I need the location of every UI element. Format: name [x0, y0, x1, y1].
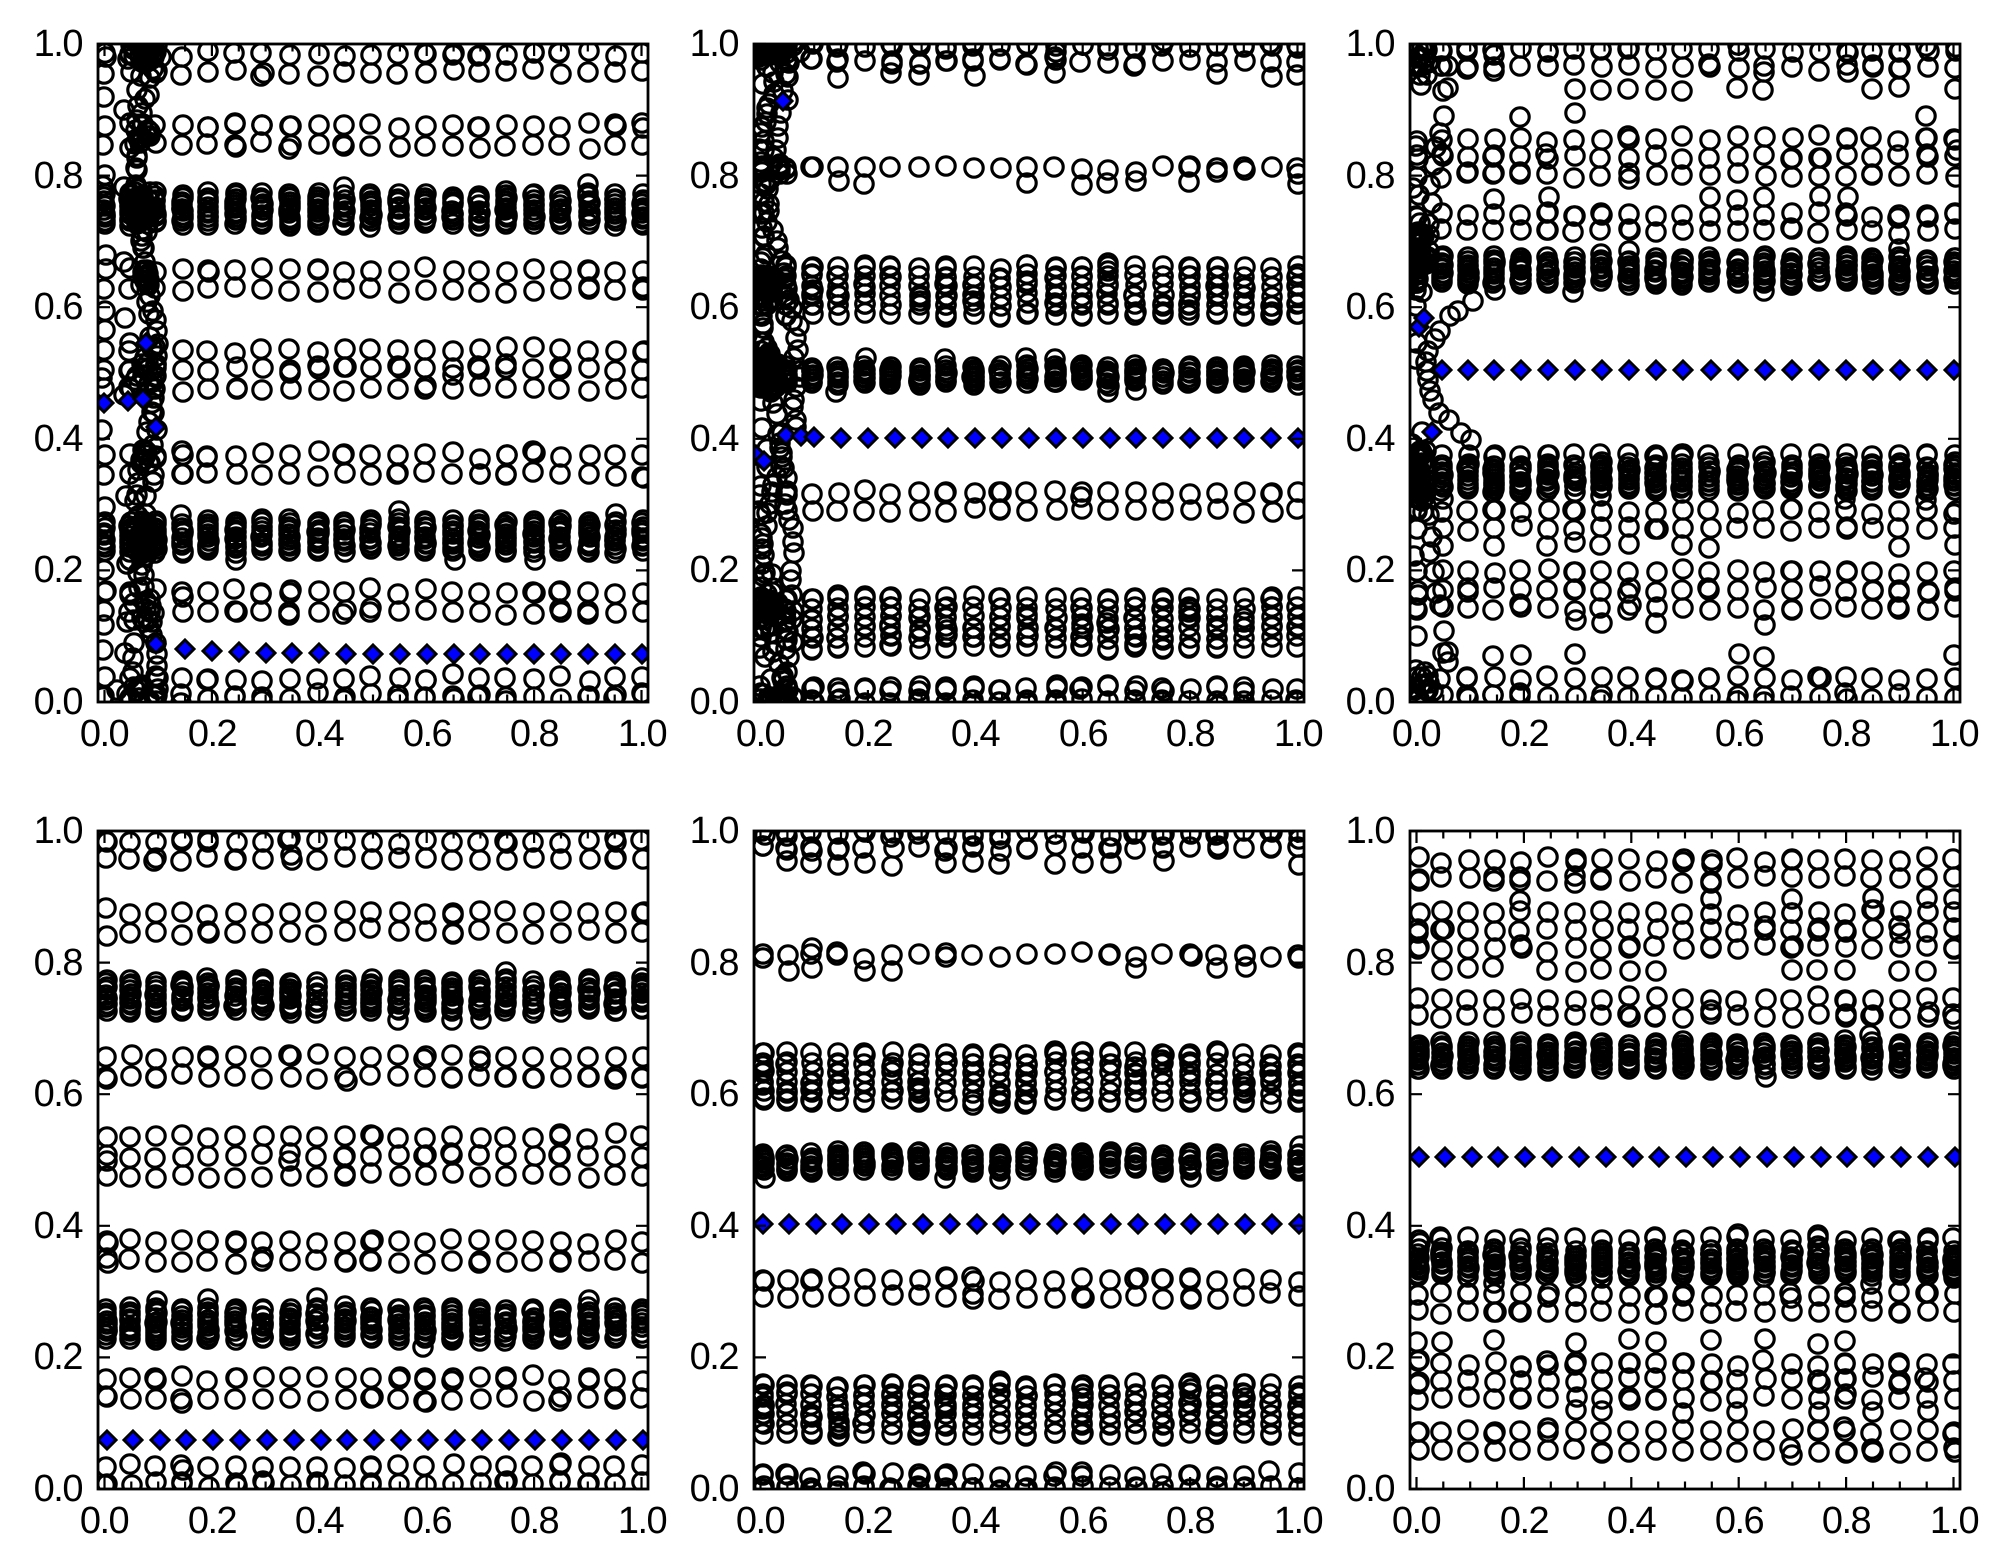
svg-text:0.8: 0.8	[1822, 1500, 1871, 1542]
svg-text:0.6: 0.6	[690, 286, 739, 328]
svg-text:0.4: 0.4	[34, 418, 84, 460]
svg-text:0.6: 0.6	[1346, 1073, 1395, 1115]
svg-text:0.8: 0.8	[1346, 942, 1395, 984]
svg-text:0.6: 0.6	[1715, 713, 1764, 755]
svg-text:0.8: 0.8	[1822, 713, 1871, 755]
svg-text:0.0: 0.0	[1346, 1468, 1395, 1510]
svg-text:0.0: 0.0	[736, 1500, 785, 1542]
svg-text:1.0: 1.0	[1346, 23, 1395, 65]
svg-text:0.4: 0.4	[1346, 418, 1396, 460]
svg-text:0.6: 0.6	[34, 1073, 83, 1115]
svg-text:0.2: 0.2	[34, 1336, 83, 1378]
svg-text:0.0: 0.0	[1346, 681, 1395, 723]
svg-text:1.0: 1.0	[1346, 810, 1395, 852]
svg-text:0.4: 0.4	[295, 1500, 345, 1542]
svg-text:1.0: 1.0	[1274, 1500, 1323, 1542]
svg-text:0.6: 0.6	[1059, 1500, 1108, 1542]
svg-text:0.8: 0.8	[690, 155, 739, 197]
svg-text:0.2: 0.2	[1346, 1336, 1395, 1378]
svg-text:0.8: 0.8	[690, 942, 739, 984]
svg-text:0.4: 0.4	[34, 1205, 84, 1247]
svg-text:0.4: 0.4	[690, 418, 740, 460]
svg-text:1.0: 1.0	[618, 1500, 667, 1542]
svg-text:0.2: 0.2	[690, 549, 739, 591]
svg-text:0.6: 0.6	[690, 1073, 739, 1115]
svg-text:0.6: 0.6	[1715, 1500, 1764, 1542]
svg-text:0.0: 0.0	[80, 1500, 129, 1542]
svg-text:0.0: 0.0	[80, 713, 129, 755]
svg-text:1.0: 1.0	[1930, 713, 1979, 755]
svg-text:1.0: 1.0	[1930, 1500, 1979, 1542]
svg-text:0.2: 0.2	[1346, 549, 1395, 591]
svg-text:0.8: 0.8	[34, 155, 83, 197]
svg-text:0.8: 0.8	[1346, 155, 1395, 197]
svg-text:0.2: 0.2	[188, 1500, 237, 1542]
svg-text:0.6: 0.6	[403, 1500, 452, 1542]
svg-text:0.0: 0.0	[690, 1468, 739, 1510]
svg-text:0.0: 0.0	[34, 681, 83, 723]
svg-text:1.0: 1.0	[34, 23, 83, 65]
svg-text:0.4: 0.4	[1607, 713, 1657, 755]
svg-text:0.6: 0.6	[34, 286, 83, 328]
svg-text:0.2: 0.2	[1500, 713, 1549, 755]
svg-text:0.2: 0.2	[690, 1336, 739, 1378]
svg-text:0.4: 0.4	[690, 1205, 740, 1247]
svg-text:0.2: 0.2	[844, 713, 893, 755]
svg-text:0.2: 0.2	[188, 713, 237, 755]
svg-text:0.6: 0.6	[403, 713, 452, 755]
svg-text:1.0: 1.0	[690, 810, 739, 852]
svg-text:0.0: 0.0	[1392, 1500, 1441, 1542]
svg-text:0.4: 0.4	[1346, 1205, 1396, 1247]
svg-text:0.8: 0.8	[510, 1500, 559, 1542]
svg-text:0.0: 0.0	[1392, 713, 1441, 755]
svg-text:0.4: 0.4	[295, 713, 345, 755]
svg-text:1.0: 1.0	[1274, 713, 1323, 755]
svg-text:1.0: 1.0	[34, 810, 83, 852]
svg-text:0.2: 0.2	[34, 549, 83, 591]
svg-text:0.6: 0.6	[1059, 713, 1108, 755]
svg-text:0.2: 0.2	[844, 1500, 893, 1542]
svg-text:0.4: 0.4	[951, 1500, 1001, 1542]
svg-text:0.6: 0.6	[1346, 286, 1395, 328]
svg-text:1.0: 1.0	[618, 713, 667, 755]
svg-text:0.0: 0.0	[690, 681, 739, 723]
svg-text:0.8: 0.8	[510, 713, 559, 755]
svg-text:0.0: 0.0	[34, 1468, 83, 1510]
svg-text:0.8: 0.8	[1166, 713, 1215, 755]
svg-text:0.8: 0.8	[34, 942, 83, 984]
svg-text:0.2: 0.2	[1500, 1500, 1549, 1542]
svg-text:0.4: 0.4	[1607, 1500, 1657, 1542]
svg-text:0.8: 0.8	[1166, 1500, 1215, 1542]
svg-text:0.4: 0.4	[951, 713, 1001, 755]
svg-text:1.0: 1.0	[690, 23, 739, 65]
svg-text:0.0: 0.0	[736, 713, 785, 755]
